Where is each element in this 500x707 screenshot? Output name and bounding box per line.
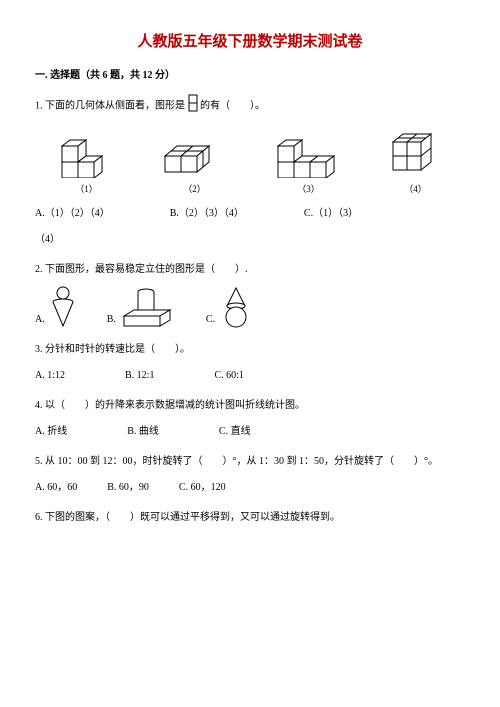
q3-optB: B. 12:1 [125,368,154,384]
q3-optC: C. 60:1 [214,368,243,384]
question-5: 5. 从 10：00 到 12：00，时针旋转了（ ）°，从 1：30 到 1：… [35,454,465,496]
page-title: 人教版五年级下册数学期末测试卷 [35,30,465,54]
q4-optC: C. 直线 [219,424,251,440]
q2-labC: C. [206,312,215,328]
fig-label-4: （4） [404,182,427,196]
fig-label-2: （2） [183,182,206,196]
q1-optC: C.（1）（3） [304,206,358,222]
q2-labA: A. [35,312,45,328]
cone-on-ball-icon [219,286,253,328]
q4-optA: A. 折线 [35,424,67,440]
question-3: 3. 分针和时针的转速比是（ ）。 A. 1:12 B. 12:1 C. 60:… [35,342,465,384]
question-6: 6. 下图的图案，（ ）既可以通过平移得到，又可以通过旋转得到。 [35,510,465,526]
q5-optC: C. 60，120 [179,480,226,496]
q2-text: 2. 下面图形，最容易稳定立住的图形是（ ）. [35,262,465,278]
question-2: 2. 下面图形，最容易稳定立住的图形是（ ）. A. B. [35,262,465,328]
q3-text: 3. 分针和时针的转速比是（ ）。 [35,342,465,358]
question-4: 4. 以（ ）的升降来表示数据增减的统计图叫折线统计图。 A. 折线 B. 曲线… [35,398,465,440]
cube-figure-4 [388,128,444,178]
q5-optB: B. 60，90 [107,480,149,496]
q1-text-after: 的有（ ）。 [200,100,265,111]
q1-optB: B.（2）（3）（4） [170,206,244,222]
q5-optA: A. 60，60 [35,480,77,496]
q3-optA: A. 1:12 [35,368,65,384]
cube-figure-2 [160,138,230,178]
cube-figure-3 [273,130,345,178]
q1-figures: （1） （2） [35,128,465,196]
question-1: 1. 下面的几何体从侧面看，图形是 的有（ ）。 [35,94,465,248]
two-square-icon [188,94,198,118]
q6-text: 6. 下图的图案，（ ）既可以通过平移得到，又可以通过旋转得到。 [35,510,465,526]
section-header: 一. 选择题（共 6 题，共 12 分） [35,68,465,84]
q1-text-before: 1. 下面的几何体从侧面看，图形是 [35,100,185,111]
fig-label-3: （3） [297,182,320,196]
fig-label-1: （1） [75,182,98,196]
q1-optA: A.（1）（2）（4） [35,206,110,222]
q4-text: 4. 以（ ）的升降来表示数据增减的统计图叫折线统计图。 [35,398,465,414]
cone-ball-icon [49,286,77,328]
q2-labB: B. [107,312,116,328]
cube-figure-1 [57,130,117,178]
q1-opt-extra: （4） [35,232,465,248]
q4-optB: B. 曲线 [127,424,159,440]
cylinder-block-icon [120,286,176,328]
q5-text: 5. 从 10：00 到 12：00，时针旋转了（ ）°，从 1：30 到 1：… [35,454,465,470]
